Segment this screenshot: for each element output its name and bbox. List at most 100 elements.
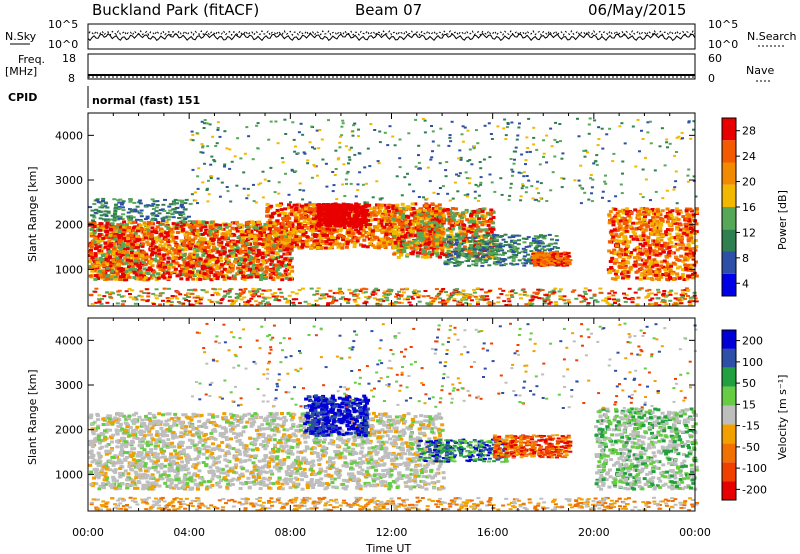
heatmap-cell bbox=[168, 209, 173, 212]
heatmap-cell bbox=[112, 263, 117, 267]
heatmap-cell bbox=[90, 263, 95, 267]
heatmap-cell bbox=[114, 225, 119, 229]
heatmap-cell bbox=[495, 238, 499, 241]
heatmap-cell bbox=[134, 251, 139, 255]
heatmap-cell bbox=[634, 235, 639, 239]
heatmap-cell bbox=[439, 224, 444, 228]
heatmap-cell bbox=[361, 212, 366, 216]
heatmap-cell bbox=[464, 253, 469, 255]
heatmap-cell bbox=[347, 214, 352, 218]
heatmap-cell bbox=[565, 264, 570, 267]
heatmap-cell bbox=[333, 236, 338, 240]
heatmap-cell bbox=[379, 219, 384, 223]
heatmap-cell bbox=[652, 263, 657, 267]
heatmap-cell bbox=[102, 213, 107, 216]
heatmap-cell bbox=[104, 210, 109, 213]
heatmap-cell bbox=[435, 242, 439, 246]
heatmap-cell bbox=[432, 233, 437, 237]
heatmap-cell bbox=[139, 212, 144, 215]
heatmap-cell bbox=[161, 217, 166, 220]
heatmap-cell bbox=[360, 206, 365, 210]
heatmap-cell bbox=[434, 246, 439, 250]
heatmap-cell bbox=[128, 247, 133, 251]
heatmap-cell bbox=[111, 231, 116, 234]
heatmap-cell bbox=[156, 261, 161, 265]
heatmap-cell bbox=[203, 231, 207, 235]
heatmap-cell bbox=[282, 224, 287, 228]
heatmap-cell bbox=[546, 244, 551, 247]
heatmap-cell bbox=[153, 240, 158, 244]
heatmap-cell bbox=[162, 276, 167, 280]
heatmap-cell bbox=[162, 253, 167, 257]
heatmap-cell bbox=[307, 202, 312, 206]
heatmap-cell bbox=[425, 255, 430, 259]
heatmap-cell bbox=[473, 241, 478, 244]
heatmap-cell bbox=[396, 236, 401, 240]
heatmap-cell bbox=[97, 245, 102, 249]
nsky-tick-bottom: 10^0 bbox=[48, 38, 78, 51]
heatmap-cell bbox=[242, 261, 247, 265]
heatmap-cell bbox=[324, 242, 329, 246]
heatmap-cell bbox=[177, 247, 182, 251]
heatmap-cell bbox=[467, 251, 472, 255]
heatmap-cell bbox=[151, 208, 156, 210]
heatmap-cell bbox=[526, 253, 531, 256]
heatmap-cell bbox=[406, 235, 411, 239]
heatmap-cell bbox=[439, 210, 444, 214]
heatmap-cell bbox=[328, 215, 333, 219]
heatmap-cell bbox=[164, 224, 169, 228]
heatmap-cell bbox=[195, 229, 200, 233]
heatmap-cell bbox=[214, 247, 219, 251]
heatmap-cell bbox=[243, 239, 248, 243]
heatmap-cell bbox=[632, 248, 637, 252]
heatmap-cell bbox=[510, 249, 515, 252]
heatmap-cell bbox=[158, 223, 163, 227]
heatmap-cell bbox=[274, 263, 279, 267]
heatmap-cell bbox=[172, 208, 177, 211]
heatmap-cell bbox=[93, 254, 98, 258]
heatmap-cell bbox=[284, 217, 289, 221]
heatmap-cell bbox=[400, 228, 405, 232]
heatmap-cell bbox=[89, 228, 94, 232]
heatmap-cell bbox=[411, 226, 416, 230]
heatmap-cell bbox=[355, 221, 360, 225]
heatmap-cell bbox=[307, 208, 312, 212]
heatmap-cell bbox=[115, 230, 119, 234]
heatmap-cell bbox=[379, 206, 384, 210]
heatmap-cell bbox=[283, 241, 288, 245]
heatmap-cell bbox=[132, 240, 137, 244]
heatmap-cell bbox=[434, 207, 439, 211]
heatmap-cell bbox=[208, 250, 213, 254]
heatmap-cell bbox=[382, 241, 387, 245]
heatmap-cell bbox=[430, 218, 435, 222]
heatmap-cell bbox=[265, 243, 270, 247]
heatmap-cell bbox=[478, 257, 483, 260]
heatmap-cell bbox=[144, 253, 149, 257]
heatmap-cell bbox=[156, 221, 161, 224]
heatmap-cell bbox=[222, 267, 227, 271]
heatmap-cell bbox=[110, 214, 115, 217]
heatmap-cell bbox=[120, 230, 125, 234]
nave-tick-top: 60 bbox=[708, 52, 722, 65]
heatmap-cell bbox=[503, 241, 508, 243]
heatmap-cell bbox=[483, 214, 488, 218]
heatmap-cell bbox=[492, 244, 497, 248]
heatmap-cell bbox=[456, 260, 461, 263]
heatmap-cell bbox=[162, 209, 167, 212]
heatmap-cell bbox=[474, 262, 479, 265]
heatmap-cell bbox=[424, 244, 429, 248]
heatmap-cell bbox=[397, 241, 402, 245]
heatmap-cell bbox=[277, 228, 281, 232]
heatmap-cell bbox=[151, 214, 156, 217]
heatmap-cell bbox=[239, 229, 244, 233]
heatmap-cell bbox=[299, 226, 304, 230]
heatmap-cell bbox=[180, 201, 185, 204]
heatmap-cell bbox=[142, 221, 147, 225]
heatmap-cell bbox=[494, 240, 499, 243]
heatmap-cell bbox=[190, 228, 194, 232]
heatmap-cell bbox=[472, 250, 477, 253]
heatmap-cell bbox=[545, 253, 550, 256]
heatmap-cell bbox=[454, 243, 459, 246]
heatmap-cell bbox=[96, 261, 100, 265]
heatmap-cell bbox=[184, 216, 189, 219]
